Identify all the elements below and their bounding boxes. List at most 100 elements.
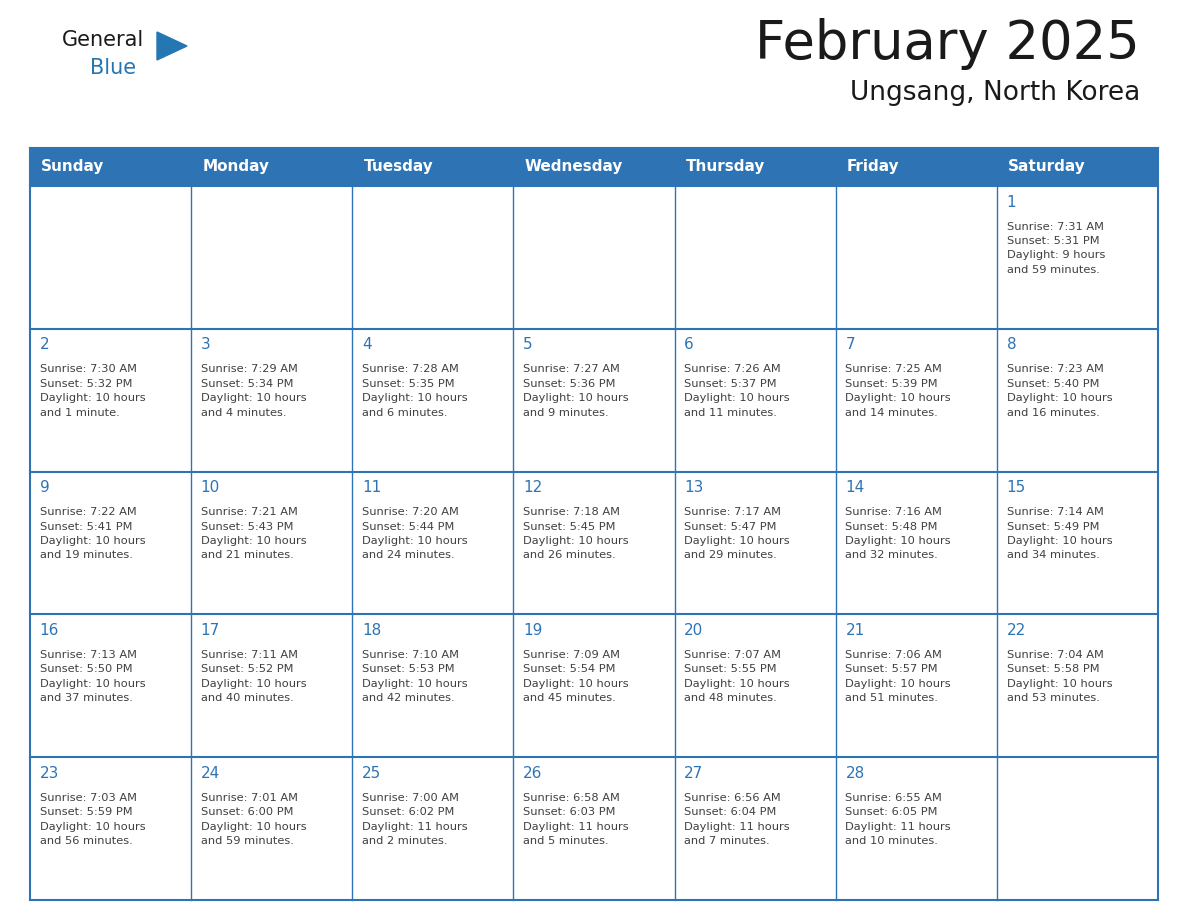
Bar [30, 472, 191, 614]
Bar [513, 614, 675, 757]
Bar [997, 186, 1158, 329]
Text: 25: 25 [362, 766, 381, 781]
Text: 16: 16 [39, 623, 59, 638]
Text: Ungsang, North Korea: Ungsang, North Korea [849, 80, 1140, 106]
Text: Sunrise: 7:06 AM
Sunset: 5:57 PM
Daylight: 10 hours
and 51 minutes.: Sunrise: 7:06 AM Sunset: 5:57 PM Dayligh… [846, 650, 952, 703]
Text: Sunrise: 7:11 AM
Sunset: 5:52 PM
Daylight: 10 hours
and 40 minutes.: Sunrise: 7:11 AM Sunset: 5:52 PM Dayligh… [201, 650, 307, 703]
Text: 12: 12 [523, 480, 543, 495]
Text: Sunrise: 7:09 AM
Sunset: 5:54 PM
Daylight: 10 hours
and 45 minutes.: Sunrise: 7:09 AM Sunset: 5:54 PM Dayligh… [523, 650, 628, 703]
Text: Sunrise: 7:27 AM
Sunset: 5:36 PM
Daylight: 10 hours
and 9 minutes.: Sunrise: 7:27 AM Sunset: 5:36 PM Dayligh… [523, 364, 628, 418]
Text: Sunrise: 6:58 AM
Sunset: 6:03 PM
Daylight: 11 hours
and 5 minutes.: Sunrise: 6:58 AM Sunset: 6:03 PM Dayligh… [523, 793, 628, 846]
Bar [191, 329, 353, 472]
Bar [191, 148, 353, 186]
Text: Friday: Friday [847, 160, 899, 174]
Bar [675, 472, 835, 614]
Text: 22: 22 [1006, 623, 1025, 638]
Text: Sunday: Sunday [42, 160, 105, 174]
Text: 4: 4 [362, 338, 372, 353]
Bar [30, 757, 191, 900]
Text: Sunrise: 7:29 AM
Sunset: 5:34 PM
Daylight: 10 hours
and 4 minutes.: Sunrise: 7:29 AM Sunset: 5:34 PM Dayligh… [201, 364, 307, 418]
Bar [675, 757, 835, 900]
Text: 1: 1 [1006, 195, 1016, 209]
Text: Blue: Blue [90, 58, 137, 78]
Text: Monday: Monday [202, 160, 270, 174]
Text: Sunrise: 6:55 AM
Sunset: 6:05 PM
Daylight: 11 hours
and 10 minutes.: Sunrise: 6:55 AM Sunset: 6:05 PM Dayligh… [846, 793, 952, 846]
Text: Sunrise: 7:23 AM
Sunset: 5:40 PM
Daylight: 10 hours
and 16 minutes.: Sunrise: 7:23 AM Sunset: 5:40 PM Dayligh… [1006, 364, 1112, 418]
Text: 21: 21 [846, 623, 865, 638]
Text: 5: 5 [523, 338, 532, 353]
Text: 18: 18 [362, 623, 381, 638]
Text: 6: 6 [684, 338, 694, 353]
Bar [30, 614, 191, 757]
Text: 3: 3 [201, 338, 210, 353]
Text: Sunrise: 7:31 AM
Sunset: 5:31 PM
Daylight: 9 hours
and 59 minutes.: Sunrise: 7:31 AM Sunset: 5:31 PM Dayligh… [1006, 222, 1105, 274]
Bar [513, 757, 675, 900]
Text: Sunrise: 7:16 AM
Sunset: 5:48 PM
Daylight: 10 hours
and 32 minutes.: Sunrise: 7:16 AM Sunset: 5:48 PM Dayligh… [846, 508, 952, 561]
Bar [997, 329, 1158, 472]
Text: Sunrise: 7:22 AM
Sunset: 5:41 PM
Daylight: 10 hours
and 19 minutes.: Sunrise: 7:22 AM Sunset: 5:41 PM Dayligh… [39, 508, 145, 561]
Text: 9: 9 [39, 480, 50, 495]
Text: Sunrise: 7:25 AM
Sunset: 5:39 PM
Daylight: 10 hours
and 14 minutes.: Sunrise: 7:25 AM Sunset: 5:39 PM Dayligh… [846, 364, 952, 418]
Text: Sunrise: 7:01 AM
Sunset: 6:00 PM
Daylight: 10 hours
and 59 minutes.: Sunrise: 7:01 AM Sunset: 6:00 PM Dayligh… [201, 793, 307, 846]
Text: 20: 20 [684, 623, 703, 638]
Bar [353, 186, 513, 329]
Bar [675, 614, 835, 757]
Bar [513, 472, 675, 614]
Bar [191, 186, 353, 329]
Bar [835, 329, 997, 472]
Bar [191, 614, 353, 757]
Text: Sunrise: 7:03 AM
Sunset: 5:59 PM
Daylight: 10 hours
and 56 minutes.: Sunrise: 7:03 AM Sunset: 5:59 PM Dayligh… [39, 793, 145, 846]
Bar [30, 148, 191, 186]
Text: Sunrise: 7:00 AM
Sunset: 6:02 PM
Daylight: 11 hours
and 2 minutes.: Sunrise: 7:00 AM Sunset: 6:02 PM Dayligh… [362, 793, 468, 846]
Bar [513, 329, 675, 472]
Text: 19: 19 [523, 623, 543, 638]
Text: Sunrise: 7:13 AM
Sunset: 5:50 PM
Daylight: 10 hours
and 37 minutes.: Sunrise: 7:13 AM Sunset: 5:50 PM Dayligh… [39, 650, 145, 703]
Text: 28: 28 [846, 766, 865, 781]
Text: February 2025: February 2025 [756, 18, 1140, 70]
Text: Sunrise: 7:30 AM
Sunset: 5:32 PM
Daylight: 10 hours
and 1 minute.: Sunrise: 7:30 AM Sunset: 5:32 PM Dayligh… [39, 364, 145, 418]
Bar [30, 186, 191, 329]
Text: 14: 14 [846, 480, 865, 495]
Text: 2: 2 [39, 338, 49, 353]
Text: Sunrise: 7:26 AM
Sunset: 5:37 PM
Daylight: 10 hours
and 11 minutes.: Sunrise: 7:26 AM Sunset: 5:37 PM Dayligh… [684, 364, 790, 418]
Text: Sunrise: 7:18 AM
Sunset: 5:45 PM
Daylight: 10 hours
and 26 minutes.: Sunrise: 7:18 AM Sunset: 5:45 PM Dayligh… [523, 508, 628, 561]
Bar [835, 472, 997, 614]
Text: Sunrise: 7:21 AM
Sunset: 5:43 PM
Daylight: 10 hours
and 21 minutes.: Sunrise: 7:21 AM Sunset: 5:43 PM Dayligh… [201, 508, 307, 561]
Bar [997, 757, 1158, 900]
Bar [353, 329, 513, 472]
Text: 23: 23 [39, 766, 59, 781]
Bar [997, 148, 1158, 186]
Bar [997, 472, 1158, 614]
Bar [835, 148, 997, 186]
Bar [353, 148, 513, 186]
Text: 27: 27 [684, 766, 703, 781]
Bar [675, 329, 835, 472]
Text: Sunrise: 7:10 AM
Sunset: 5:53 PM
Daylight: 10 hours
and 42 minutes.: Sunrise: 7:10 AM Sunset: 5:53 PM Dayligh… [362, 650, 468, 703]
Text: 13: 13 [684, 480, 703, 495]
Bar [513, 148, 675, 186]
Bar [997, 614, 1158, 757]
Bar [353, 757, 513, 900]
Bar [30, 329, 191, 472]
Text: 15: 15 [1006, 480, 1025, 495]
Text: Sunrise: 7:14 AM
Sunset: 5:49 PM
Daylight: 10 hours
and 34 minutes.: Sunrise: 7:14 AM Sunset: 5:49 PM Dayligh… [1006, 508, 1112, 561]
Text: Sunrise: 6:56 AM
Sunset: 6:04 PM
Daylight: 11 hours
and 7 minutes.: Sunrise: 6:56 AM Sunset: 6:04 PM Dayligh… [684, 793, 790, 846]
Text: 24: 24 [201, 766, 220, 781]
Text: 26: 26 [523, 766, 543, 781]
Text: Sunrise: 7:04 AM
Sunset: 5:58 PM
Daylight: 10 hours
and 53 minutes.: Sunrise: 7:04 AM Sunset: 5:58 PM Dayligh… [1006, 650, 1112, 703]
Bar [675, 186, 835, 329]
Bar [191, 757, 353, 900]
Text: 7: 7 [846, 338, 855, 353]
Text: Sunrise: 7:28 AM
Sunset: 5:35 PM
Daylight: 10 hours
and 6 minutes.: Sunrise: 7:28 AM Sunset: 5:35 PM Dayligh… [362, 364, 468, 418]
Text: 17: 17 [201, 623, 220, 638]
Polygon shape [157, 32, 187, 60]
Text: Wednesday: Wednesday [525, 160, 623, 174]
Text: 10: 10 [201, 480, 220, 495]
Text: Thursday: Thursday [685, 160, 765, 174]
Bar [835, 757, 997, 900]
Text: Sunrise: 7:20 AM
Sunset: 5:44 PM
Daylight: 10 hours
and 24 minutes.: Sunrise: 7:20 AM Sunset: 5:44 PM Dayligh… [362, 508, 468, 561]
Bar [835, 186, 997, 329]
Text: 11: 11 [362, 480, 381, 495]
Bar [675, 148, 835, 186]
Text: General: General [62, 30, 144, 50]
